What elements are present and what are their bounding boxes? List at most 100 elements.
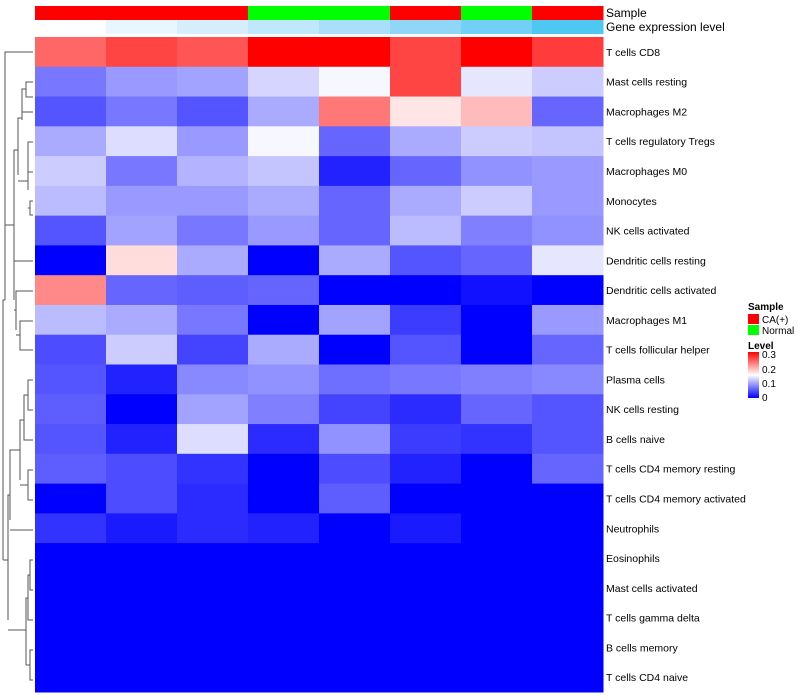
heatmap-cell — [35, 304, 107, 336]
heatmap-cell — [248, 185, 320, 217]
heatmap-cell — [319, 96, 391, 127]
legend-swatch-ca — [748, 314, 759, 324]
row-label: Macrophages M0 — [606, 166, 687, 178]
legend-tick-0: 0 — [762, 393, 768, 404]
heatmap-cell — [532, 453, 604, 485]
heatmap-cell — [35, 513, 107, 544]
heatmap-cell — [106, 662, 178, 693]
legend-tick-0.3: 0.3 — [762, 350, 776, 361]
heatmap-cell — [248, 543, 320, 574]
heatmap-cell — [461, 543, 533, 574]
heatmap-cell — [319, 66, 391, 98]
heatmap-cell — [106, 453, 178, 485]
heatmap-cell — [532, 632, 604, 663]
heatmap-cell — [461, 304, 533, 336]
heatmap-cell — [532, 275, 604, 306]
row-label: Neutrophils — [606, 523, 659, 535]
legend: Sample CA(+) Normal Level 0.3 0.2 0.1 0 — [748, 302, 794, 404]
heatmap-cell — [319, 156, 391, 187]
heatmap-cell — [177, 156, 249, 187]
heatmap-cell — [461, 572, 533, 604]
legend-tick-0.2: 0.2 — [762, 365, 776, 376]
heatmap-cell — [106, 632, 178, 663]
heatmap-cell — [532, 96, 604, 127]
legend-colorbar — [748, 352, 759, 398]
heatmap-cell — [35, 275, 107, 306]
heatmap-cell — [106, 66, 178, 98]
heatmap-cell — [390, 215, 462, 246]
heatmap-cell — [319, 602, 391, 633]
heatmap-cell — [532, 156, 604, 187]
heatmap-cell — [319, 215, 391, 246]
heatmap-cell — [532, 185, 604, 217]
heatmap-cell — [177, 602, 249, 633]
legend-swatch-normal — [748, 325, 759, 335]
row-label: T cells gamma delta — [606, 613, 700, 625]
heatmap-cell — [106, 334, 178, 365]
heatmap-cell — [106, 572, 178, 604]
heatmap-cell — [532, 662, 604, 693]
sample-annotation-cell — [177, 6, 249, 20]
heatmap-cell — [177, 483, 249, 514]
heatmap-cell — [35, 602, 107, 633]
row-label: B cells memory — [606, 642, 679, 654]
heatmap-cell — [390, 304, 462, 336]
heatmap-cell — [248, 334, 320, 365]
heatmap-cell — [319, 632, 391, 663]
heatmap-cell — [390, 275, 462, 306]
heatmap-cell — [35, 215, 107, 246]
heatmap-cell — [390, 424, 462, 455]
heatmap-cell — [106, 364, 178, 395]
gene-annotation-cell — [177, 20, 249, 34]
heatmap-cell — [35, 424, 107, 455]
heatmap-cell — [35, 364, 107, 395]
heatmap-cell — [35, 662, 107, 693]
heatmap-cell — [248, 453, 320, 485]
heatmap-cell — [106, 185, 178, 217]
heatmap-cell — [532, 334, 604, 365]
heatmap-cell — [35, 185, 107, 217]
heatmap-cell — [248, 304, 320, 336]
heatmap-cell — [390, 602, 462, 633]
heatmap-cell — [177, 572, 249, 604]
heatmap-cell — [461, 215, 533, 246]
heatmap-cell — [177, 185, 249, 217]
heatmap-cell — [461, 632, 533, 663]
heatmap-cell — [532, 424, 604, 455]
heatmap-cell — [248, 632, 320, 663]
heatmap-cell — [106, 394, 178, 425]
row-label: Dendritic cells resting — [606, 255, 706, 267]
heatmap-cell — [461, 156, 533, 187]
heatmap-cell — [35, 394, 107, 425]
heatmap-cell — [461, 126, 533, 157]
heatmap-cell — [248, 424, 320, 455]
row-label: NK cells activated — [606, 226, 690, 238]
heatmap-cell — [248, 245, 320, 276]
heatmap-cell — [461, 483, 533, 514]
heatmap-cell — [35, 543, 107, 574]
row-label: Macrophages M1 — [606, 315, 687, 327]
heatmap-cell — [390, 126, 462, 157]
heatmap-cell — [390, 572, 462, 604]
heatmap-cell — [177, 304, 249, 336]
heatmap-cell — [532, 245, 604, 276]
heatmap-cell — [461, 602, 533, 633]
heatmap-cell — [248, 275, 320, 306]
heatmap-cell — [532, 126, 604, 157]
heatmap-cell — [106, 96, 178, 127]
gene-annotation-cell — [390, 20, 462, 34]
heatmap-cell — [532, 543, 604, 574]
heatmap-cell — [35, 37, 107, 68]
heatmap-cell — [319, 245, 391, 276]
row-label: T cells follicular helper — [606, 345, 710, 357]
heatmap-cell — [35, 453, 107, 485]
heatmap-cell — [319, 483, 391, 514]
heatmap-cell — [106, 304, 178, 336]
heatmap-cell — [35, 126, 107, 157]
heatmap-cell — [390, 245, 462, 276]
legend-level-title: Level — [748, 341, 774, 352]
gene-annotation-cell — [106, 20, 178, 34]
heatmap-cell — [35, 96, 107, 127]
row-label: Monocytes — [606, 196, 657, 208]
